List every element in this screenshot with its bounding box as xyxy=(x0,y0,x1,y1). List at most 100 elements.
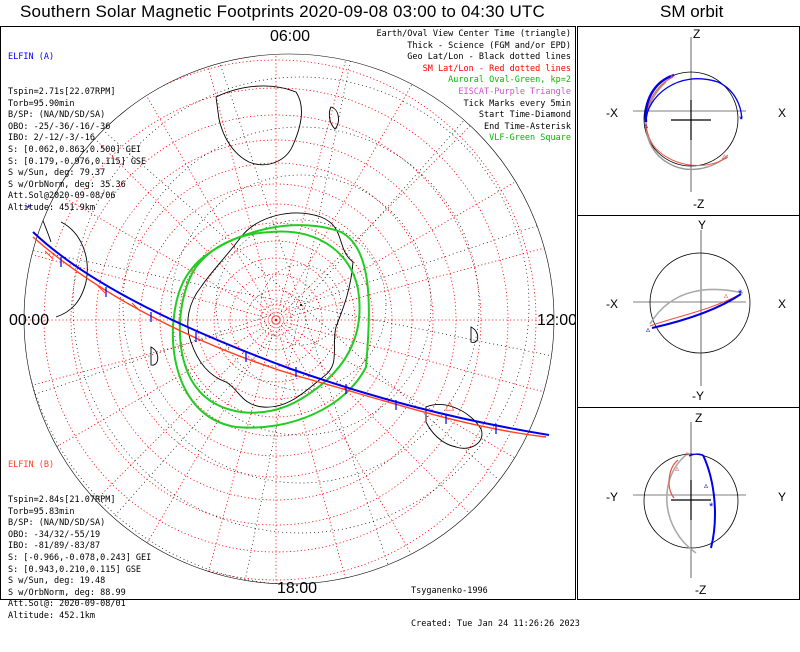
svg-text:▵: ▵ xyxy=(646,325,650,334)
legend-entry: Auroral Oval-Green, kp=2 xyxy=(448,75,571,86)
coastline xyxy=(425,404,483,449)
axis-label-down: -Z xyxy=(695,583,706,597)
elfin-b-name: ELFIN (B) xyxy=(8,460,55,471)
track-tick xyxy=(96,284,106,294)
footprint-map-panel: * △ 06:00 00:00 12:00 18:00 ELFIN (A) Tsp… xyxy=(0,26,580,629)
geo-longitude-line xyxy=(300,304,554,531)
orbit-panel-xy: * ▵ ▵ Y -Y -X X xyxy=(577,215,800,408)
elfin-a-info-line: S: [0.179,-0.976,0.115] GSE xyxy=(8,156,147,167)
earth-limb xyxy=(23,53,555,585)
sm-longitude-line xyxy=(275,231,554,321)
elfin-b-info-line: S w/Sun, deg: 19.48 xyxy=(8,576,106,587)
legend-entry: Tick Marks every 5min xyxy=(463,98,571,109)
elfin-b-info-line: B/SP: (NA/ND/SD/SA) xyxy=(8,518,106,529)
sm-latitude-circle xyxy=(43,87,509,553)
elfin-b-info-line: S w/OrbNorm, deg: 88.99 xyxy=(8,587,126,598)
geo-longitude-line xyxy=(300,304,410,584)
legend-entry: Start Time-Diamond xyxy=(478,110,571,121)
legend-entry: SM Lat/Lon - Red dotted lines xyxy=(422,63,571,74)
axis-label-right: Y xyxy=(778,490,786,504)
elfin-a-info-line: S w/OrbNorm, deg: 35.36 xyxy=(8,179,126,190)
svg-text:▵: ▵ xyxy=(724,291,728,300)
axis-label-up: Z xyxy=(693,27,700,41)
sm-longitude-line xyxy=(275,79,517,321)
elfin-a-info-line: Torb=95.90min xyxy=(8,98,75,109)
sm-longitude-line xyxy=(35,319,277,561)
elfin-b-info-line: Altitude: 452.1km xyxy=(8,610,95,621)
coastline xyxy=(518,466,533,498)
orbit-panel-xz: * * ▵ ▵ Z -Z -X X xyxy=(577,26,800,216)
axis-label-down: -Z xyxy=(693,197,704,211)
elfin-a-info-line: IBO: 2/-12/-3/-16 xyxy=(8,133,95,144)
geo-latitude-circle xyxy=(260,264,342,346)
axis-label-left: -X xyxy=(606,106,618,120)
elfin-a-name: ELFIN (A) xyxy=(8,52,55,63)
legend-entry: Thick - Science (FGM and/or EPD) xyxy=(407,40,571,51)
sm-longitude-line xyxy=(275,54,447,321)
coastline xyxy=(328,106,339,130)
svg-text:*: * xyxy=(709,501,714,513)
legend-entry: Earth/Oval View Center Time (triangle) xyxy=(376,29,571,39)
view-center-triangle: △ xyxy=(445,398,455,412)
sm-latitude-circle xyxy=(139,183,413,457)
axis-label-right: X xyxy=(778,106,786,120)
elfin-b-details: Tspin=2.84s[21.07RPM] Torb=95.83min B/SP: … xyxy=(8,495,151,623)
legend-entry: VLF-Green Square xyxy=(489,133,571,144)
mlt-label-bottom: 18:00 xyxy=(277,580,317,597)
sm-latitude-circle xyxy=(118,162,434,478)
legend-entry: Geo Lat/Lon - Black dotted lines xyxy=(407,52,571,63)
svg-text:▵: ▵ xyxy=(675,464,679,473)
legend: Earth/Oval View Center Time (triangle) Th… xyxy=(377,29,571,145)
sm-latitude-circle xyxy=(70,114,482,526)
sm-longitude-line xyxy=(24,231,277,321)
axis-label-up: Y xyxy=(698,218,706,232)
svg-text:*: * xyxy=(670,73,674,83)
axis-label-right: X xyxy=(778,297,786,311)
svg-text:▵: ▵ xyxy=(722,151,727,161)
elfin-a-info-line: Tspin=2.71s[22.07RPM] xyxy=(8,86,116,97)
svg-text:*: * xyxy=(739,114,744,126)
mlt-label-left: 00:00 xyxy=(9,312,49,329)
sm-latitude-circle xyxy=(229,273,323,367)
elfin-b-info-line: S: [-0.966,-0.078,0.243] GEI xyxy=(8,552,152,563)
geo-longitude-line xyxy=(233,304,302,584)
geo-longitude-line xyxy=(192,54,302,306)
sm-longitude-line xyxy=(275,319,554,409)
geo-longitude-line xyxy=(45,79,302,306)
elfin-a-info-line: Att.Sol@2020-09-08/06 xyxy=(8,191,116,202)
geo-longitude-line xyxy=(300,196,554,306)
sm-longitude-line xyxy=(275,319,554,491)
elfin-a-info-line: OBO: -25/-36/-16/-36 xyxy=(8,121,111,132)
sm-longitude-line xyxy=(24,319,277,491)
plot-title: Southern Solar Magnetic Footprints 2020-… xyxy=(20,2,545,21)
mlt-label-top: 06:00 xyxy=(270,28,310,45)
geo-longitude-line xyxy=(300,54,369,306)
sm-latitude-circle xyxy=(196,240,356,400)
elfin-a-info-line: S: [0.062,0.863,0.500] GEI xyxy=(8,144,142,155)
geo-latitude-circle xyxy=(215,219,387,391)
sm-longitude-line xyxy=(24,149,277,321)
geo-longitude-line xyxy=(300,304,554,373)
sm-latitude-circle xyxy=(178,222,374,418)
legend-entry: End Time-Asterisk xyxy=(484,121,571,132)
geo-latitude-circle xyxy=(122,126,480,484)
coastline xyxy=(215,85,303,166)
elfin-b-info-line: Tspin=2.84s[21.07RPM] xyxy=(8,494,116,505)
elfin-a-info-line: Altitude: 451.9km xyxy=(8,202,95,213)
sm-latitude-circle xyxy=(259,303,293,337)
geo-longitude-line xyxy=(24,304,302,414)
auroral-oval-inner xyxy=(178,230,361,414)
orbit-title: SM orbit xyxy=(660,2,724,21)
axis-label-left: -Y xyxy=(606,490,618,504)
track-tick xyxy=(131,302,141,312)
svg-text:*: * xyxy=(738,288,743,300)
sm-longitude-line xyxy=(275,319,517,561)
sm-longitude-line xyxy=(187,319,277,584)
sm-longitude-line xyxy=(24,319,277,409)
elfin-b-info-line: IBO: -81/89/-83/87 xyxy=(8,541,101,552)
sm-longitude-line xyxy=(275,319,365,584)
elfin-a-info: ELFIN (A) Tspin=2.71s[22.07RPM] Torb=95.9… xyxy=(8,29,146,238)
geo-latitude-circle xyxy=(72,76,530,534)
footprint-map: * △ 06:00 00:00 12:00 18:00 xyxy=(9,28,575,597)
elfin-b-info-line: OBO: -34/32/-55/19 xyxy=(8,529,101,540)
